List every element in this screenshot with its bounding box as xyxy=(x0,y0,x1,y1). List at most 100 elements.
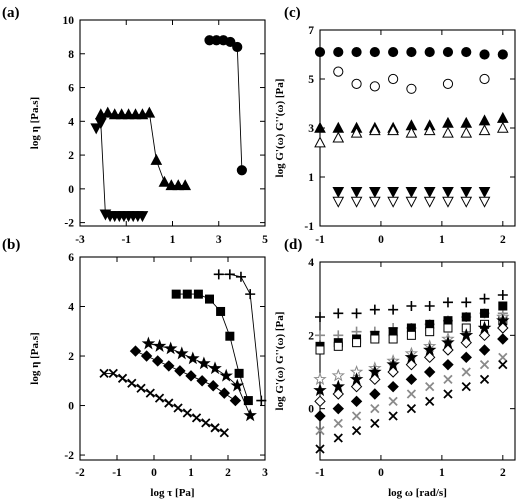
data-point-circle-filled xyxy=(369,46,380,58)
x-tick-label: -1 xyxy=(315,467,325,479)
data-point-cross xyxy=(164,398,174,408)
data-point-tri-up-filled xyxy=(478,114,491,126)
data-point-square-filled xyxy=(406,323,416,333)
data-point-tri-up-open xyxy=(332,131,345,143)
data-point-square-filled xyxy=(443,316,453,326)
data-point-cross xyxy=(498,360,508,370)
data-point-circle-filled xyxy=(314,46,326,58)
data-point-tri-up xyxy=(179,179,192,191)
data-point-circle-filled xyxy=(424,46,435,58)
data-point-tri-up xyxy=(158,175,171,187)
data-point-square-open xyxy=(352,338,362,348)
data-point-plus xyxy=(442,297,453,308)
panel-label-b: (b) xyxy=(2,237,20,253)
y-tick-label: 2 xyxy=(68,351,74,363)
x-tick-label: 1 xyxy=(188,467,194,479)
plot-frame xyxy=(319,261,516,461)
y-tick-label: 0 xyxy=(68,184,74,196)
data-point-diamond-open xyxy=(314,395,326,408)
data-point-plus xyxy=(333,308,344,319)
data-point-star-filled xyxy=(230,378,245,392)
data-point-diamond-open xyxy=(332,388,344,400)
data-point-star-filled xyxy=(208,361,222,375)
x-tick-label: 0 xyxy=(378,234,384,246)
y-tick-label: 7 xyxy=(308,25,314,37)
series-line xyxy=(95,121,143,217)
data-point-cross xyxy=(191,413,202,423)
data-point-cross xyxy=(108,368,118,378)
data-point-cross xyxy=(333,418,343,428)
data-point-diamond-open xyxy=(460,336,472,349)
data-point-tri-up xyxy=(101,106,114,118)
data-point-cross xyxy=(127,378,137,388)
data-point-tri-up xyxy=(143,106,156,118)
data-point-cross xyxy=(315,426,325,436)
y-tick-label: 3 xyxy=(308,123,314,135)
data-point-square-filled xyxy=(193,289,203,299)
data-point-tri-down-filled xyxy=(350,187,363,198)
data-point-tri-down-open xyxy=(369,196,381,208)
data-point-diamond-open xyxy=(497,322,509,334)
data-point-circle-filled xyxy=(442,46,454,58)
data-point-diamond-open xyxy=(350,380,363,393)
data-point-cross xyxy=(333,433,343,443)
data-point-diamond-filled xyxy=(163,360,175,372)
series-2 xyxy=(129,345,242,407)
data-point-tri-up xyxy=(122,108,135,120)
series-7 xyxy=(314,322,509,408)
data-point-tri-up-open xyxy=(496,121,509,133)
series-6 xyxy=(332,196,491,208)
data-point-plus xyxy=(388,304,399,315)
plot-frame xyxy=(79,256,266,461)
data-point-diamond-open xyxy=(387,366,399,378)
data-point-tri-up xyxy=(129,108,142,120)
data-point-square-open xyxy=(315,345,325,355)
data-point-diamond-filled xyxy=(478,344,491,356)
data-point-square-filled xyxy=(205,294,214,304)
data-point-tri-up-open xyxy=(387,124,399,136)
data-point-tri-down xyxy=(90,123,103,135)
data-point-square-open xyxy=(370,334,380,344)
series-5 xyxy=(332,187,491,198)
data-point-tri-up-open xyxy=(314,136,326,148)
y-tick-label: 4 xyxy=(68,302,74,314)
data-point-diamond-open xyxy=(442,344,454,356)
series-line xyxy=(209,39,243,171)
y-tick-label: -2 xyxy=(64,450,74,462)
y-tick-label: 2 xyxy=(308,330,314,342)
series-2 xyxy=(94,106,192,191)
data-point-square-open xyxy=(333,341,343,351)
data-point-tri-down-open xyxy=(387,196,399,208)
data-point-star-filled xyxy=(243,408,257,422)
data-point-diamond-open xyxy=(478,329,491,342)
y-tick-label: 8 xyxy=(68,49,74,61)
data-point-diamond-filled xyxy=(129,345,142,357)
series-1 xyxy=(315,290,508,322)
y-tick-label: 1 xyxy=(308,172,314,184)
data-point-square-open xyxy=(388,334,398,344)
data-point-circle-filled xyxy=(351,46,362,58)
data-point-tri-up xyxy=(172,179,185,191)
data-point-tri-down-filled xyxy=(460,187,473,198)
data-point-tri-up-open xyxy=(460,126,473,138)
data-point-tri-down-filled xyxy=(478,187,491,198)
data-point-diamond-filled xyxy=(350,395,363,408)
series-3 xyxy=(204,35,247,176)
data-point-cross xyxy=(388,396,398,406)
data-point-cross xyxy=(351,411,362,421)
panel-label-a: (a) xyxy=(2,5,20,21)
y-tick-label: 4 xyxy=(68,116,74,128)
data-point-square-filled xyxy=(461,312,471,322)
data-point-tri-up xyxy=(165,179,178,191)
data-point-square-filled xyxy=(216,306,226,316)
data-point-circle-open xyxy=(351,78,362,90)
data-point-tri-up-filled xyxy=(496,111,509,123)
data-point-tri-up xyxy=(115,108,128,120)
data-point-plus xyxy=(497,290,508,300)
data-point-tri-down-filled xyxy=(442,187,454,198)
data-point-circle-open xyxy=(406,83,417,94)
data-point-square-filled xyxy=(243,396,253,406)
y-tick-label: 2 xyxy=(68,150,74,162)
y-axis-label: log G'(ω) G''(ω) [Pa] xyxy=(274,312,286,411)
data-point-cross xyxy=(388,411,398,421)
